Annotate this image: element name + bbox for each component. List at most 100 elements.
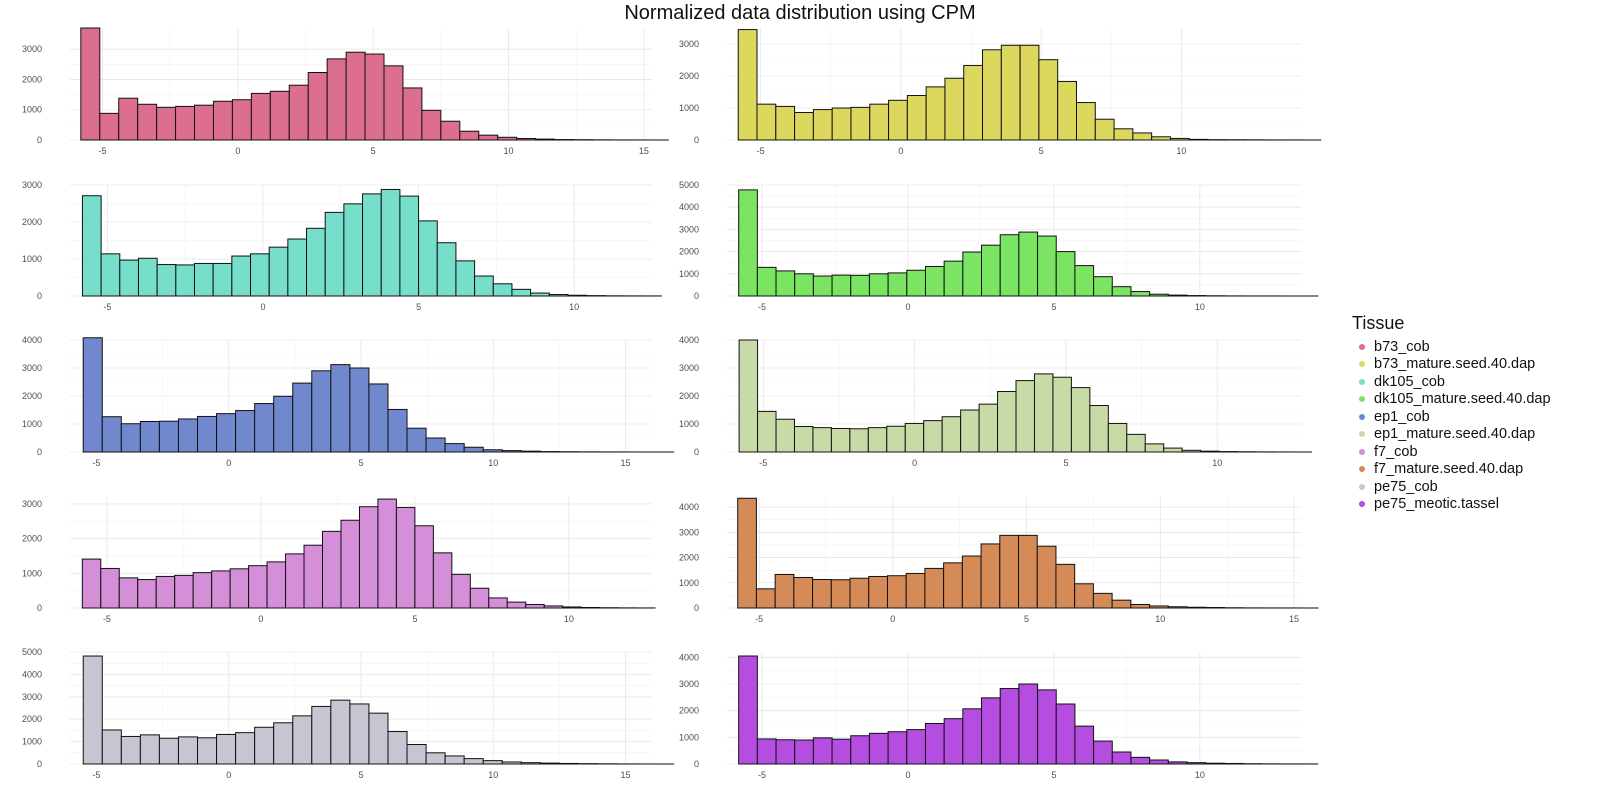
y-tick-label: 1000: [22, 105, 42, 115]
histogram-bar: [1052, 376, 1072, 453]
y-tick-label: 1000: [679, 419, 699, 429]
histogram-bar: [1111, 599, 1132, 609]
histogram-bar: [349, 703, 370, 765]
histogram-bar: [383, 65, 404, 141]
histogram-bar: [482, 449, 503, 453]
histogram-bar: [463, 758, 484, 765]
histogram-bar: [1057, 80, 1077, 141]
histogram-bar: [775, 418, 795, 453]
y-tick-label: 1000: [22, 254, 42, 264]
legend-swatch: [1359, 413, 1365, 420]
histogram-bar: [1181, 449, 1202, 453]
histogram-bar: [738, 339, 759, 453]
histogram-bar: [905, 572, 926, 609]
histogram-bar: [794, 739, 814, 765]
legend-label: f7_mature.seed.40.dap: [1374, 461, 1524, 478]
histogram-bar: [794, 111, 814, 141]
histogram-bar: [757, 410, 777, 453]
histogram-bar: [211, 570, 231, 609]
legend-swatch: [1359, 431, 1365, 438]
y-tick-label: 3000: [22, 692, 42, 702]
histogram-bar: [812, 578, 832, 609]
x-tick-label: 10: [488, 770, 498, 780]
y-tick-label: 0: [37, 447, 42, 457]
x-tick-label: 10: [1212, 458, 1222, 468]
histogram-bar: [831, 107, 852, 141]
histogram-bar: [1167, 761, 1188, 765]
x-tick-label: 0: [226, 458, 231, 468]
legend-swatch: [1359, 396, 1365, 403]
x-tick-label: -5: [92, 770, 100, 780]
histogram-bar: [520, 762, 541, 765]
histogram-bar: [155, 575, 176, 609]
x-tick-label: -5: [92, 458, 100, 468]
y-tick-label: 4000: [22, 335, 42, 345]
x-tick-label: 5: [1063, 458, 1068, 468]
histogram-bar: [1000, 44, 1021, 141]
histogram-bar: [923, 420, 943, 453]
histogram-bar: [906, 269, 926, 297]
histogram-bar: [1149, 605, 1169, 609]
histogram-bar: [1093, 740, 1113, 765]
y-tick-label: 0: [37, 135, 42, 145]
histogram-bar: [118, 97, 139, 141]
histogram-bar: [1036, 545, 1057, 609]
histogram-bar: [82, 655, 103, 765]
legend-label: ep1_cob: [1374, 408, 1430, 425]
chart-title: Normalized data distribution using CPM: [624, 2, 976, 24]
legend-item: pe75_meotic.tassel: [1352, 496, 1551, 514]
histogram-bar: [250, 253, 270, 297]
legend-item: b73_cob: [1352, 338, 1551, 356]
histogram-bar: [887, 272, 908, 297]
histogram-bar: [1186, 606, 1207, 609]
histogram-bar: [235, 732, 256, 765]
histogram-bar: [756, 103, 777, 141]
histogram-bar: [250, 92, 271, 141]
histogram-bar: [345, 51, 366, 141]
histogram-bar: [358, 506, 379, 609]
legend-label: pe75_cob: [1374, 478, 1438, 495]
histogram-bar: [1094, 118, 1115, 141]
x-tick-label: -5: [758, 302, 766, 312]
histogram-bar: [1107, 422, 1128, 453]
legend-label: pe75_meotic.tassel: [1374, 496, 1499, 513]
legend-item: f7_mature.seed.40.dap: [1352, 461, 1551, 479]
histogram-bar: [1015, 380, 1035, 453]
histogram-bar: [1038, 59, 1059, 141]
x-tick-label: 15: [1289, 614, 1299, 624]
histogram-bar: [326, 58, 347, 141]
histogram-bar: [831, 274, 852, 297]
histogram-bar: [81, 558, 102, 609]
histogram-bar: [1055, 563, 1076, 609]
y-tick-label: 0: [694, 759, 699, 769]
histogram-bar: [737, 29, 758, 141]
histogram-bar: [212, 262, 233, 297]
y-tick-label: 0: [694, 291, 699, 301]
histogram-bar: [292, 382, 313, 453]
histogram-bar: [1200, 450, 1220, 453]
histogram-bar: [440, 120, 461, 141]
histogram-bar: [229, 568, 250, 609]
histogram-bar: [793, 426, 814, 453]
histogram-bar: [999, 234, 1020, 297]
histogram-panel: -5 0 5 10 15 0 1000 2000 3000 4000: [22, 335, 675, 468]
histogram-bar: [794, 273, 814, 297]
histogram-bar: [501, 450, 522, 453]
y-tick-label: 3000: [679, 363, 699, 373]
histogram-bar: [436, 242, 457, 297]
x-tick-label: 5: [1051, 302, 1056, 312]
legend-item: dk105_cob: [1352, 373, 1551, 391]
histogram-bar: [139, 734, 160, 765]
histogram-bar: [960, 409, 980, 453]
histogram-bar: [1089, 405, 1109, 453]
histogram-bar: [756, 266, 777, 297]
legend-swatch: [1359, 501, 1365, 508]
histogram-bar: [793, 576, 814, 609]
x-tick-label: 10: [1155, 614, 1165, 624]
histogram-bar: [1126, 433, 1146, 453]
histogram-bar: [543, 605, 564, 609]
histogram-bar: [235, 410, 256, 453]
histogram-bar: [432, 552, 453, 609]
histogram-bar: [254, 403, 275, 453]
histogram-bar: [548, 294, 569, 297]
